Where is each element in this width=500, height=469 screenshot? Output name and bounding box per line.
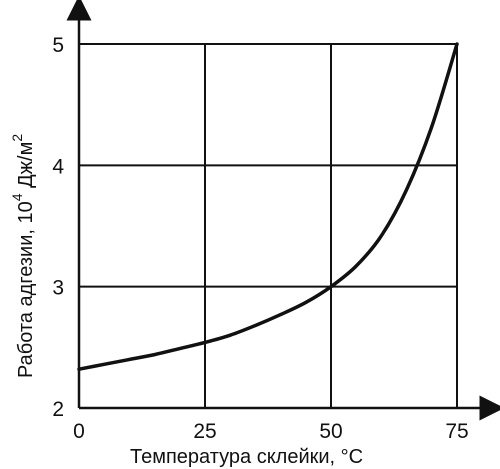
x-tick-label: 75: [445, 420, 468, 443]
axes: [66, 0, 500, 421]
x-tick-label: 25: [193, 420, 216, 443]
tick-labels: 0 25 50 75 2 3 4 5: [52, 34, 468, 443]
y-axis-label-unit-exponent: 2: [9, 134, 25, 142]
y-axis-label: Работа адгезии, 104 Дж/м2: [9, 134, 37, 378]
y-axis-label-exponent: 4: [9, 193, 25, 201]
x-tick-label: 0: [73, 420, 85, 443]
grid: [79, 43, 458, 408]
x-tick-label: 50: [319, 420, 342, 443]
y-tick-label: 4: [52, 155, 64, 178]
x-axis-label: Температура склейки, °C: [130, 446, 363, 468]
y-axis-label-main: Работа адгезии, 10: [15, 201, 37, 378]
series: [77, 42, 459, 371]
y-tick-label: 5: [52, 34, 64, 57]
y-axis-label-unit: Дж/м: [15, 142, 37, 194]
y-tick-label: 3: [52, 277, 64, 300]
series-line: [77, 42, 459, 371]
y-tick-label: 2: [52, 398, 64, 421]
